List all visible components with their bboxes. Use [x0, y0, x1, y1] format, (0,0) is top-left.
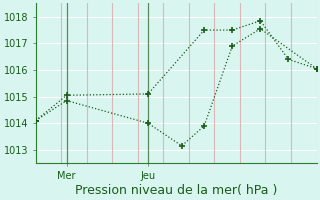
X-axis label: Pression niveau de la mer( hPa ): Pression niveau de la mer( hPa )	[75, 184, 277, 197]
